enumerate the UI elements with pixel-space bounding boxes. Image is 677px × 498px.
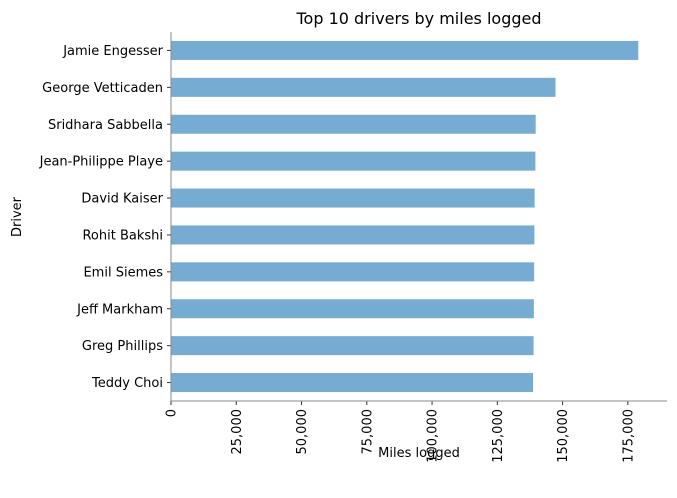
x-tick-label: 75,000 — [360, 409, 375, 455]
y-tick-label: Greg Phillips — [82, 339, 163, 354]
bar-3 — [171, 151, 536, 171]
x-tick-label: 175,000 — [621, 409, 636, 463]
bar-5 — [171, 225, 535, 245]
y-axis-label: Driver — [10, 196, 25, 237]
bar-1 — [171, 77, 556, 97]
y-tick-label: Rohit Bakshi — [82, 228, 163, 243]
y-tick-label: Teddy Choi — [91, 376, 163, 391]
y-tick-label: Emil Siemes — [83, 265, 163, 280]
y-tick-label: Jean-Philippe Playe — [39, 155, 163, 170]
x-tick-label: 0 — [165, 409, 180, 417]
y-axis-ticks: Jamie Engesser George Vetticaden Sridhara … — [39, 44, 171, 391]
bar-4 — [171, 188, 535, 208]
y-tick-label: Jamie Engesser — [62, 44, 163, 59]
bar-2 — [171, 114, 536, 134]
x-tick-label: 100,000 — [426, 409, 441, 463]
bars-group — [171, 40, 639, 393]
chart-title: Top 10 drivers by miles logged — [295, 9, 541, 28]
x-axis-ticks: 0 25,000 50,000 75,000 100,000 125,000 150,000… — [165, 401, 636, 463]
bar-7 — [171, 299, 534, 319]
x-tick-label: 150,000 — [556, 409, 571, 463]
y-tick-label: Sridhara Sabbella — [48, 118, 163, 133]
bar-8 — [171, 336, 534, 356]
y-tick-label: George Vetticaden — [42, 81, 163, 96]
y-tick-label: Jeff Markham — [76, 302, 163, 317]
bar-9 — [171, 373, 534, 393]
bar-6 — [171, 262, 535, 282]
bar-0 — [171, 40, 639, 60]
x-axis-label: Miles logged — [378, 446, 460, 461]
y-tick-label: David Kaiser — [81, 192, 163, 207]
x-tick-label: 125,000 — [491, 409, 506, 463]
x-tick-label: 25,000 — [230, 409, 245, 455]
x-tick-label: 50,000 — [295, 409, 310, 455]
